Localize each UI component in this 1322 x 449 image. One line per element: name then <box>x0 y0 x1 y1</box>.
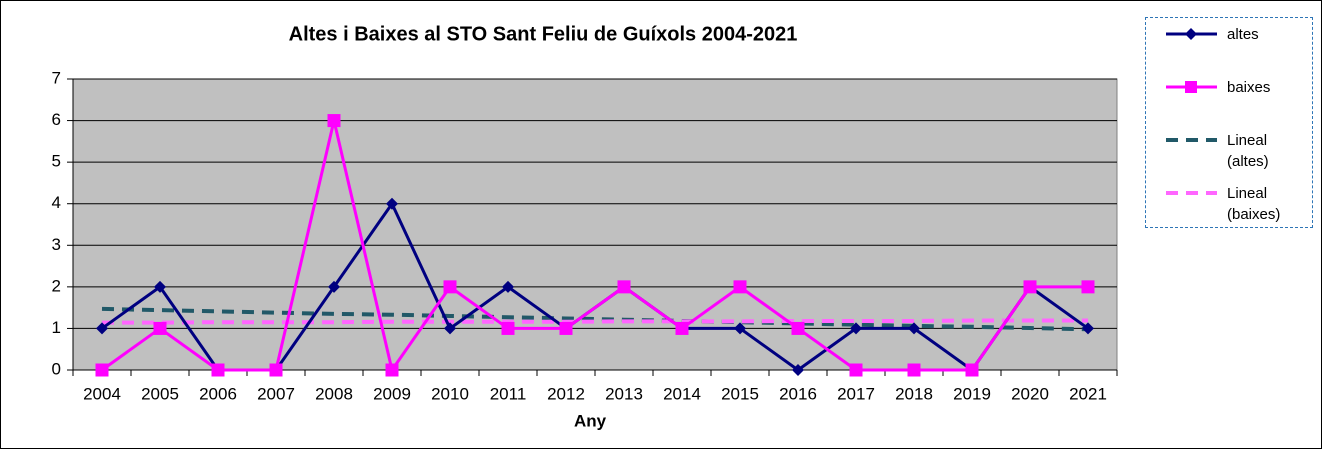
marker <box>675 321 689 335</box>
marker <box>386 197 398 210</box>
x-tick-label: 2013 <box>605 384 643 403</box>
x-tick-label: 2008 <box>315 384 353 403</box>
x-tick-label: 2006 <box>199 384 237 403</box>
chart-title: Altes i Baixes al STO Sant Feliu de Guíx… <box>289 23 798 45</box>
marker <box>792 364 804 376</box>
x-tick-label: 2016 <box>779 384 817 403</box>
legend-entry: Lineal (altes) <box>1164 130 1307 172</box>
legend-icon <box>1166 28 1217 40</box>
legend-label: altes <box>1227 26 1259 43</box>
marker <box>269 363 283 377</box>
y-tick-label: 2 <box>52 276 61 295</box>
x-tick-label: 2020 <box>1011 384 1049 403</box>
plot-area <box>72 78 1118 371</box>
marker <box>211 363 225 377</box>
marker <box>849 363 863 377</box>
y-tick-label: 1 <box>52 318 61 337</box>
x-tick-label: 2009 <box>373 384 411 403</box>
marker <box>1082 322 1094 335</box>
marker <box>154 280 166 293</box>
x-tick-label: 2007 <box>257 384 295 403</box>
legend-marker <box>1185 81 1197 93</box>
y-tick-label: 0 <box>52 359 61 378</box>
legend-label: Lineal (baixes) <box>1227 185 1281 223</box>
marker <box>501 321 515 335</box>
marker <box>385 363 399 377</box>
marker <box>95 363 109 377</box>
x-tick-label: 2014 <box>663 384 701 403</box>
x-tick-label: 2015 <box>721 384 759 403</box>
marker <box>444 322 456 335</box>
y-tick-label: 7 <box>52 68 61 87</box>
x-axis-title: Any <box>574 411 607 430</box>
marker <box>328 280 340 293</box>
marker <box>1081 280 1095 294</box>
marker <box>502 280 514 293</box>
marker <box>559 321 573 335</box>
marker <box>850 322 862 335</box>
y-tick-label: 4 <box>52 193 61 212</box>
trend-line <box>101 306 1089 332</box>
legend-entry: baixes <box>1164 77 1307 98</box>
legend-icon <box>1166 138 1217 142</box>
series-line <box>101 120 1088 374</box>
marker <box>734 322 746 335</box>
legend-icon <box>1166 191 1217 195</box>
legend-label: baixes <box>1227 79 1271 96</box>
legend-entry: Lineal (baixes) <box>1164 183 1307 225</box>
marker <box>96 322 108 335</box>
marker <box>733 280 747 294</box>
legend-entry: altes <box>1164 24 1307 45</box>
marker <box>908 322 920 335</box>
legend-marker <box>1185 28 1197 40</box>
trend-line <box>102 318 1088 325</box>
marker <box>907 363 921 377</box>
x-tick-label: 2018 <box>895 384 933 403</box>
y-tick-label: 5 <box>52 152 61 171</box>
marker <box>153 321 167 335</box>
x-tick-label: 2012 <box>547 384 585 403</box>
marker <box>443 280 457 294</box>
marker <box>617 280 631 294</box>
marker <box>965 363 979 377</box>
y-tick-label: 3 <box>52 235 61 254</box>
x-tick-label: 2005 <box>141 384 179 403</box>
legend: altes baixes Lineal (altes) Lineal (baixes) <box>1145 17 1313 228</box>
legend-label: Lineal (altes) <box>1227 132 1269 170</box>
x-tick-label: 2021 <box>1069 384 1107 403</box>
x-tick-label: 2011 <box>490 384 527 403</box>
x-tick-label: 2019 <box>953 384 991 403</box>
y-tick-label: 6 <box>52 110 61 129</box>
x-tick-label: 2010 <box>431 384 469 403</box>
marker <box>327 114 341 128</box>
marker <box>1023 280 1037 294</box>
x-tick-label: 2017 <box>837 384 875 403</box>
x-tick-label: 2004 <box>83 384 121 403</box>
legend-icon <box>1166 81 1217 93</box>
marker <box>791 321 805 335</box>
